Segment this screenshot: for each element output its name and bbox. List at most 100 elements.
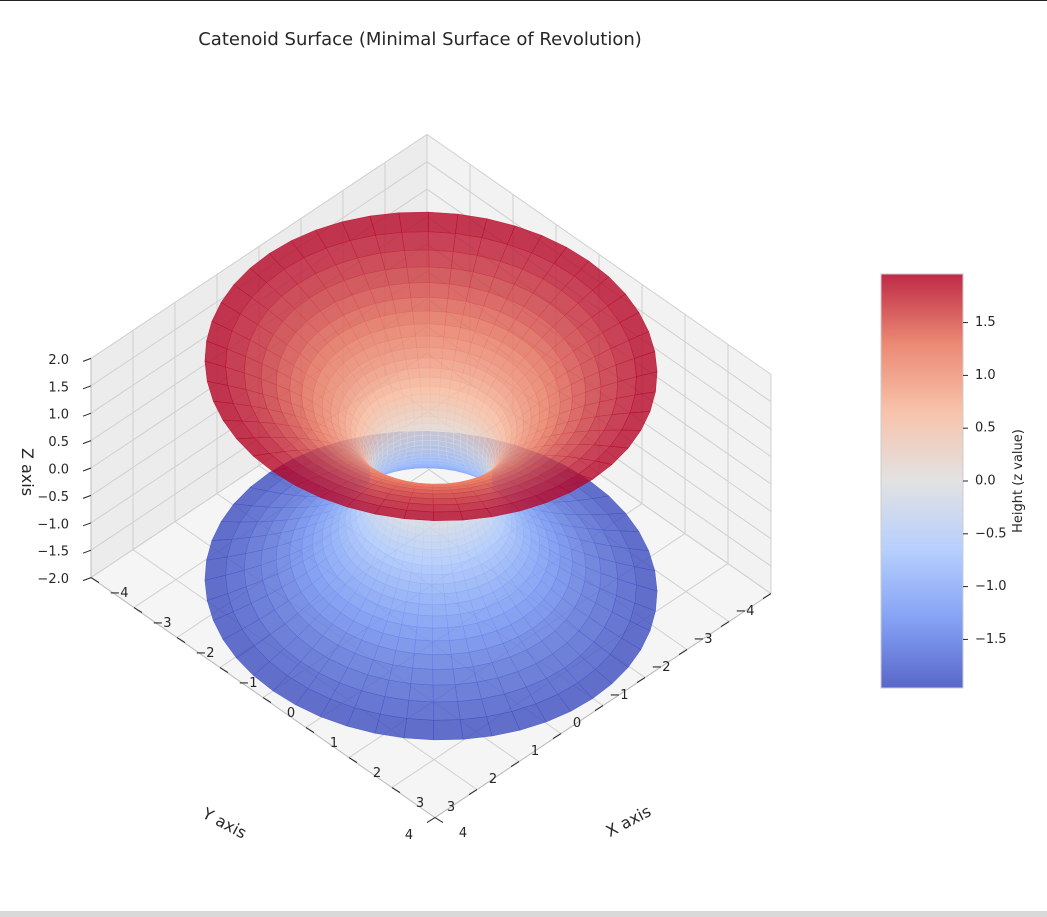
x-tick-mark — [90, 577, 100, 584]
surface-patch — [412, 402, 423, 412]
surface-patch — [442, 573, 455, 585]
colorbar-tick-label: 1.0 — [975, 368, 996, 383]
surface-patch — [429, 377, 441, 388]
x-tick-mark — [262, 697, 272, 704]
x-tick-label: −2 — [195, 646, 214, 661]
surface-patch — [450, 652, 474, 670]
x-tick-mark — [434, 817, 444, 824]
surface-patch — [410, 386, 422, 396]
surface-patch — [413, 323, 430, 337]
z-tick-label: 1.5 — [48, 380, 69, 395]
surface-patch — [408, 683, 434, 703]
z-tick-mark — [82, 357, 92, 362]
surface-patch — [438, 410, 448, 419]
z-tick-label: −1.5 — [37, 545, 69, 560]
gridline-z-xwall — [426, 133, 772, 375]
surface-patch — [403, 509, 434, 521]
surface-patch — [414, 429, 423, 437]
surface-patch — [429, 385, 441, 396]
axis-ticks: −4−3−2−101234−4−3−2−101234−2.0−1.5−1.0−0… — [37, 353, 772, 843]
surface-patch — [446, 613, 464, 628]
surface-patch — [432, 498, 458, 506]
surface-patch — [441, 347, 457, 361]
surface-patch — [423, 527, 432, 536]
surface-patch — [432, 684, 458, 703]
surface-patch — [406, 266, 430, 284]
surface-patch — [431, 534, 441, 543]
surface-patch — [421, 556, 433, 567]
y-axis-label: Y axis — [199, 803, 250, 842]
surface-patch — [428, 249, 454, 269]
y-tick-mark — [510, 761, 520, 768]
y-tick-label: 0 — [573, 716, 581, 731]
x-tick-mark — [219, 667, 229, 674]
y-tick-mark — [636, 677, 646, 684]
surface-patch — [432, 615, 449, 629]
surface-patch — [439, 521, 448, 529]
surface-patch — [431, 549, 442, 558]
bottom-bar — [0, 911, 1047, 917]
z-tick-mark — [82, 467, 92, 472]
surface-patch — [439, 533, 449, 543]
x-tick-label: −1 — [238, 676, 257, 691]
surface-patch — [403, 718, 434, 741]
surface-patch — [384, 267, 410, 286]
surface-patch — [429, 409, 439, 418]
surface-patch — [431, 565, 443, 575]
surface-patch — [440, 556, 452, 566]
y-tick-label: −3 — [693, 632, 712, 647]
y-tick-label: −1 — [609, 688, 628, 703]
y-tick-mark — [762, 593, 772, 600]
surface-patch — [413, 416, 423, 425]
surface-patch — [432, 654, 454, 670]
surface-patch — [422, 434, 431, 441]
surface-patch — [439, 540, 450, 550]
surface-patch — [421, 416, 431, 424]
surface-patch — [429, 357, 443, 369]
surface-patch — [438, 394, 449, 405]
surface-patch — [407, 367, 420, 379]
x-tick-label: −4 — [109, 586, 128, 601]
y-tick-mark — [468, 789, 478, 796]
x-tick-mark — [391, 787, 401, 794]
surface-patch — [419, 377, 431, 387]
surface-patch — [429, 297, 449, 313]
surface-patch — [429, 310, 447, 326]
surface-patch — [422, 440, 431, 446]
surface-patch — [432, 668, 456, 686]
surface-patch — [423, 521, 432, 530]
surface-patch — [429, 335, 445, 349]
surface-patch — [431, 541, 441, 550]
z-tick-label: 0.0 — [48, 463, 69, 478]
colorbar: −1.5 −1.0 −0.5 0.0 0.5 1.0 1.5 — [880, 273, 1007, 689]
surface-patch — [411, 394, 422, 404]
surface-patch — [431, 522, 440, 530]
y-tick-mark — [720, 621, 730, 628]
surface-patch — [421, 453, 431, 458]
colorbar-tick-label: 0.5 — [975, 421, 996, 436]
surface-patch — [431, 574, 444, 585]
surface-patch — [418, 367, 431, 378]
z-tick-label: 0.5 — [48, 435, 69, 450]
surface-patch — [449, 638, 470, 655]
x-tick-label: 3 — [416, 796, 424, 811]
surface-patch — [459, 716, 493, 740]
surface-patch — [432, 493, 456, 500]
z-tick-mark — [82, 440, 92, 445]
surface-patch — [431, 593, 446, 605]
colorbar-label: Height (z value) — [1011, 429, 1026, 533]
z-tick-mark — [82, 494, 92, 499]
surface-patch — [417, 603, 433, 617]
surface-patch — [431, 604, 447, 617]
surface-patch — [404, 249, 430, 268]
surface-patch — [428, 266, 452, 285]
x-tick-label: 0 — [287, 706, 295, 721]
surface-patch — [395, 311, 415, 327]
surface-patch — [433, 719, 464, 741]
surface-patch — [430, 422, 439, 431]
y-tick-mark — [678, 649, 688, 656]
z-tick-label: −0.5 — [37, 490, 69, 505]
x-tick-mark — [133, 607, 143, 614]
surface-patch — [413, 639, 433, 655]
surface-patch — [442, 336, 459, 351]
